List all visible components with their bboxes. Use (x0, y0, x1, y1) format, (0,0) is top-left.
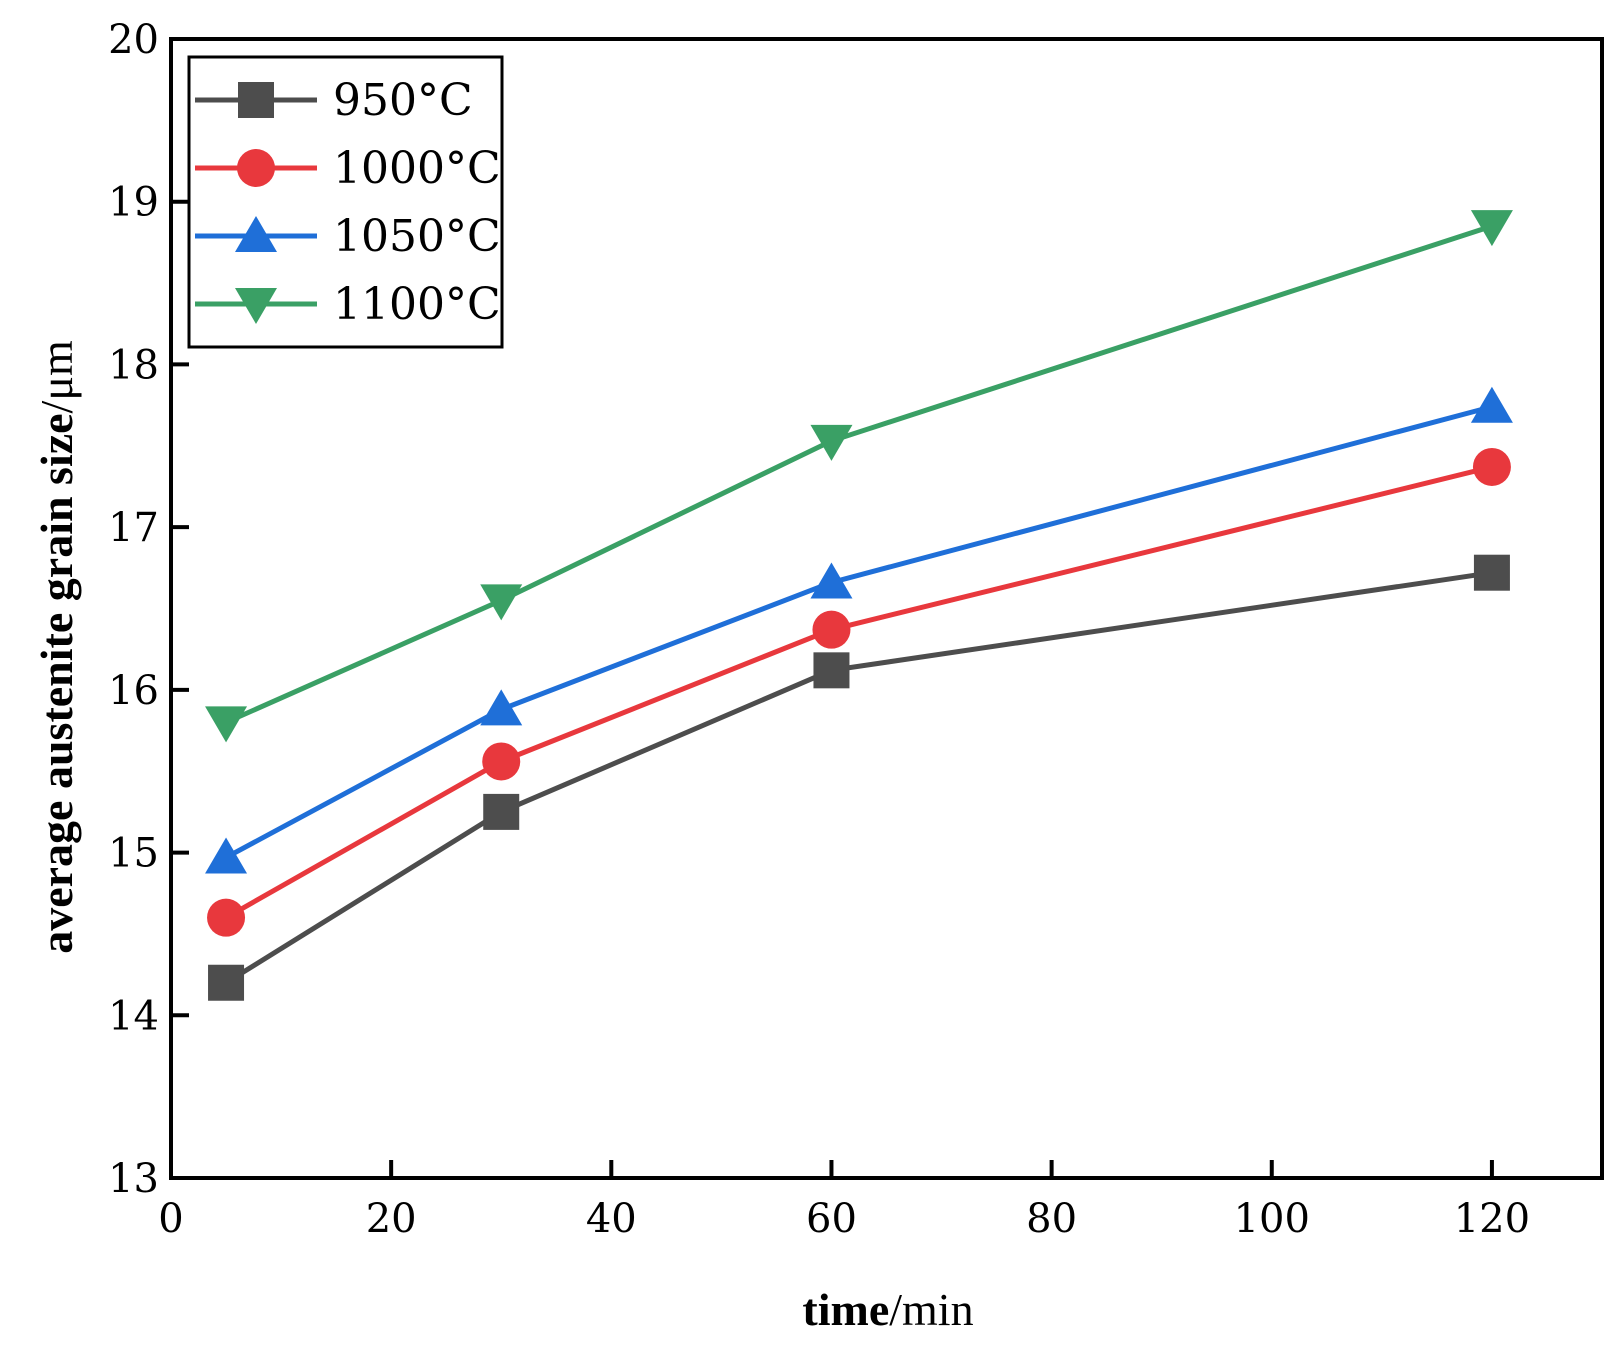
y-tick-label-17: 17 (108, 505, 159, 551)
data-point-950°C-60 (813, 652, 850, 689)
y-tick-label-15: 15 (108, 831, 159, 877)
legend-marker-1100°C (235, 288, 277, 324)
data-point-1000°C-5 (207, 898, 246, 937)
y-tick-label-19: 19 (108, 180, 159, 226)
series-line-1050°C (224, 404, 1493, 860)
axis-layer: 0 20 40 60 80 100 120 13 14 15 16 17 18 19 20 (108, 17, 1604, 1242)
data-point-1050°C-120 (1470, 386, 1513, 423)
x-tick-label-40: 40 (586, 1196, 637, 1242)
plot-frame (169, 37, 1604, 1180)
legend-marker-1050°C (235, 216, 277, 252)
x-axis-label: time/min (802, 1284, 973, 1335)
data-point-950°C-120 (1473, 554, 1510, 591)
data-point-1050°C-30 (480, 689, 523, 726)
data-point-950°C-30 (483, 793, 520, 830)
legend-label-1000°C: 1000°C (333, 143, 501, 194)
x-tick-label-100: 100 (1234, 1196, 1310, 1242)
x-tick-label-20: 20 (366, 1196, 417, 1242)
plot-layer (205, 210, 1513, 1001)
legend-marker-950°C (238, 82, 274, 118)
y-axis-label-bold: average austenite grain size (31, 413, 82, 953)
data-point-1000°C-60 (812, 610, 851, 649)
data-point-1050°C-5 (205, 837, 248, 874)
x-tick-label-120: 120 (1454, 1196, 1530, 1242)
legend-label-1100°C: 1100°C (333, 279, 501, 330)
y-axis-label-unit: /μm (31, 340, 82, 413)
x-tick-label-60: 60 (806, 1196, 857, 1242)
legend: 950°C 1000°C 1050°C 1100°C (187, 55, 504, 349)
x-tick-label-0: 0 (158, 1196, 183, 1242)
data-point-1000°C-120 (1472, 447, 1511, 486)
data-point-950°C-5 (208, 964, 245, 1001)
data-point-1000°C-30 (482, 742, 521, 781)
data-point-1100°C-60 (810, 424, 853, 461)
legend-label-950°C: 950°C (333, 75, 473, 126)
legend-marker-1000°C (237, 149, 275, 187)
y-tick-label-14: 14 (108, 993, 159, 1039)
series-line-1000°C (224, 464, 1493, 920)
data-point-1100°C-5 (205, 706, 248, 743)
data-point-1050°C-60 (810, 562, 853, 599)
y-tick-label-18: 18 (108, 342, 159, 388)
y-tick-label-16: 16 (108, 668, 159, 714)
data-point-1100°C-30 (480, 584, 523, 621)
series-line-1100°C (225, 223, 1493, 725)
legend-label-1050°C: 1050°C (333, 211, 501, 262)
x-axis-label-bold: time (802, 1284, 889, 1335)
x-axis-label-unit: /min (889, 1284, 973, 1335)
data-point-1100°C-120 (1470, 210, 1513, 247)
y-tick-label-13: 13 (108, 1156, 159, 1202)
x-tick-label-80: 80 (1026, 1196, 1077, 1242)
y-tick-label-20: 20 (108, 17, 159, 63)
series-line-950°C (224, 570, 1493, 985)
y-axis-label: average austenite grain size/μm (31, 340, 82, 954)
